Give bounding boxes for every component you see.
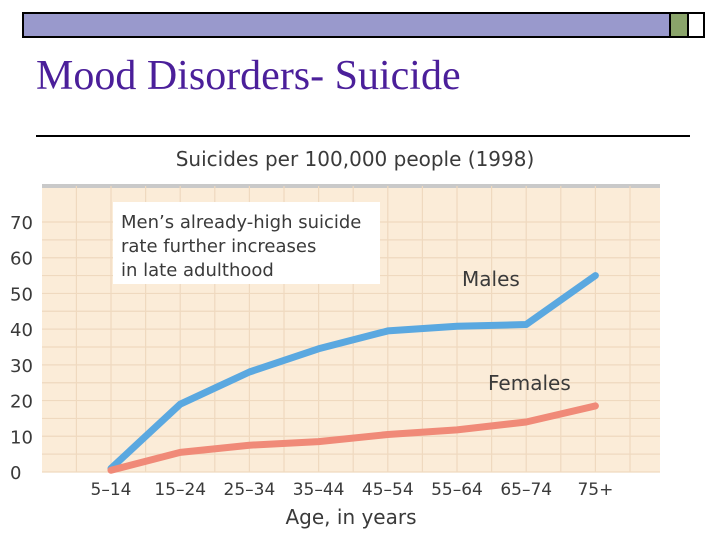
x-tick-label: 45–54	[362, 480, 414, 500]
y-tick-label: 70	[10, 213, 33, 234]
x-tick-label: 65–74	[500, 480, 552, 500]
y-tick-label: 60	[10, 249, 33, 270]
chart-title: Suicides per 100,000 people (1998)	[175, 147, 535, 171]
x-axis-label: Age, in years	[285, 505, 416, 529]
series-label-males: Males	[462, 267, 520, 291]
x-tick-label: 5–14	[91, 480, 132, 500]
x-tick-label: 55–64	[431, 480, 483, 500]
header-bar	[22, 12, 705, 38]
annotation-line: rate further increases	[121, 236, 316, 257]
series-label-females: Females	[488, 371, 571, 395]
line-chart: 0 10 20 30 40 50 60 70 5–14 15–24 25–34 35–44 45–54 5…	[10, 184, 660, 529]
y-tick-label: 40	[10, 320, 33, 341]
header-band	[24, 14, 669, 36]
x-tick-label: 15–24	[154, 480, 206, 500]
annotation-line: in late adulthood	[121, 260, 274, 281]
header-square-white	[687, 14, 703, 36]
annotation-box	[113, 202, 380, 284]
y-tick-label: 20	[10, 392, 33, 413]
series-line-females	[107, 402, 599, 474]
label-layer: 0 10 20 30 40 50 60 70 5–14 15–24 25–34 35–44 45–54 5…	[10, 202, 613, 529]
x-tick-label: 35–44	[293, 480, 345, 500]
y-tick-label: 30	[10, 356, 33, 377]
y-tick-label: 0	[10, 463, 21, 484]
x-tick-label: 25–34	[224, 480, 276, 500]
x-tick-label: 75+	[577, 480, 613, 500]
annotation-line: Men’s already-high suicide	[121, 212, 361, 233]
series-line-males	[107, 272, 599, 472]
title-divider	[36, 135, 690, 137]
series-layer	[107, 272, 599, 474]
y-tick-label: 10	[10, 427, 33, 448]
header-square-green	[669, 14, 687, 36]
y-tick-label: 50	[10, 284, 33, 305]
slide-title: Mood Disorders- Suicide	[36, 53, 461, 99]
